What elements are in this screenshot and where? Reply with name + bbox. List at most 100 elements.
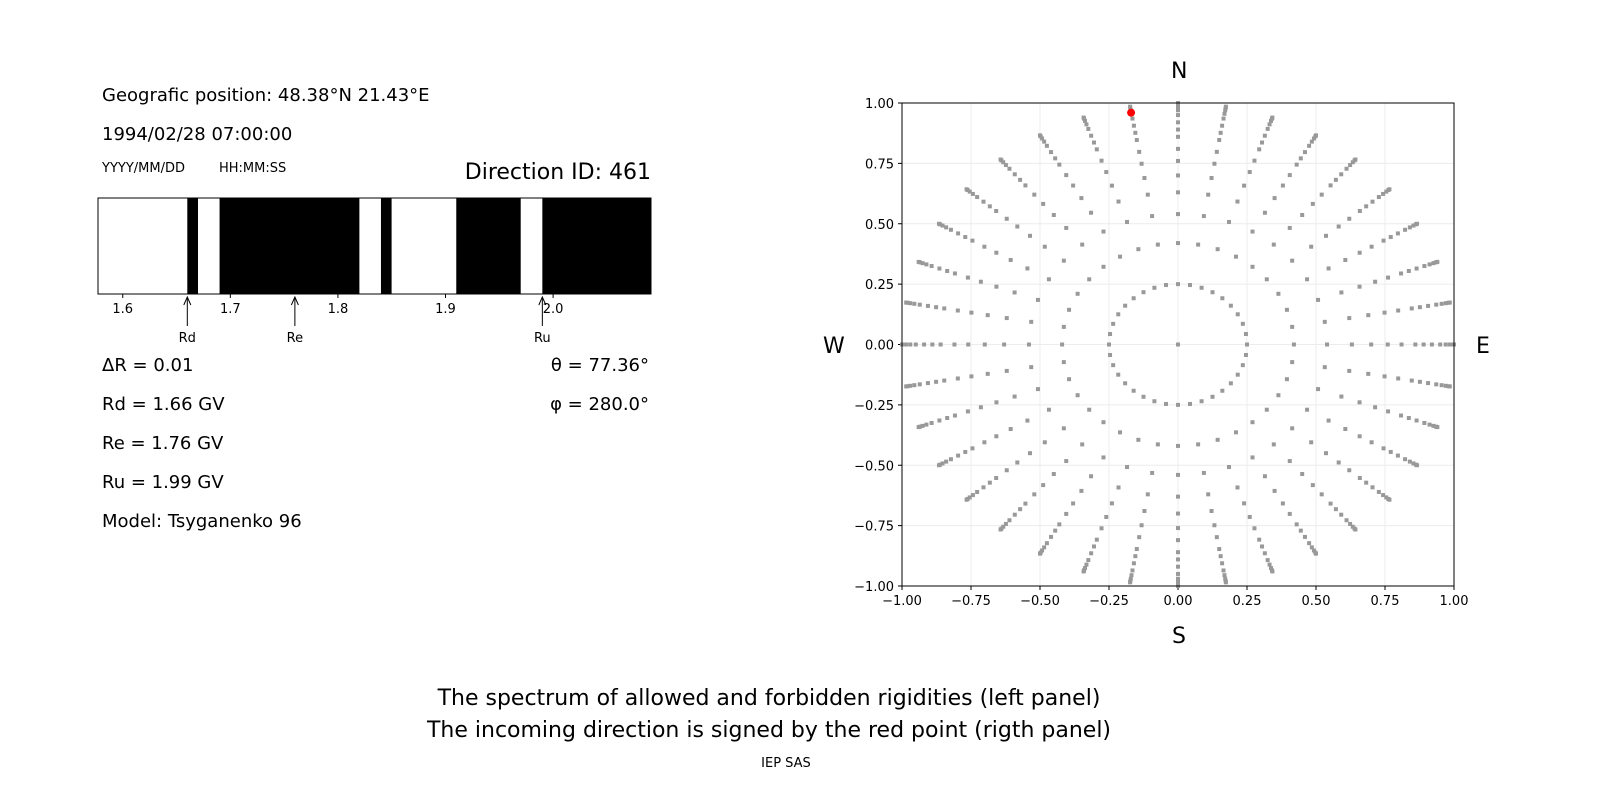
direction-point [1136,247,1141,252]
direction-point [945,416,950,421]
direction-point [978,405,983,410]
direction-point [1116,199,1121,204]
direction-point [920,261,925,266]
direction-point [1215,247,1220,252]
direction-point [1447,342,1452,347]
arrow-head-icon [538,295,547,306]
direction-point [1427,422,1432,427]
direction-point [1008,427,1013,432]
band-forbidden [219,198,360,294]
direction-point [1250,229,1255,234]
direction-point [1051,471,1056,476]
direction-point [994,476,999,481]
direction-point [1396,308,1401,313]
direction-point [1287,511,1292,516]
direction-point [1388,449,1393,454]
direction-point [1422,420,1427,425]
direction-point [1333,177,1338,182]
theta-value: θ = 77.36° [550,355,649,376]
direction-point [1002,342,1007,347]
direction-point [1240,363,1245,368]
direction-point [1101,229,1106,234]
direction-point [965,275,970,280]
direction-point [1333,507,1338,512]
direction-point [1075,291,1080,296]
direction-point [1029,319,1034,324]
band-allowed [359,198,381,294]
direction-point [1040,548,1045,553]
direction-point [1280,183,1285,188]
direction-point [1101,420,1106,425]
direction-point [1421,342,1426,347]
marker-label-Rd: Rd [179,331,196,346]
direction-point [1415,221,1420,226]
direction-point [1336,224,1341,229]
y-tick-label: 0.75 [865,157,894,172]
direction-point [1061,426,1066,431]
direction-point [1385,342,1390,347]
direction-point [1271,242,1276,247]
west-label: W [823,334,845,359]
direction-point [1101,455,1106,460]
incoming-direction-point [1127,108,1136,117]
direction-point [970,238,975,243]
direction-point [1381,446,1386,451]
direction-point [1107,342,1111,347]
direction-point [1116,485,1121,490]
direction-point [970,191,975,196]
direction-point [1094,147,1099,152]
direction-point [1235,199,1240,204]
y-tick-label: −0.50 [854,459,894,474]
direction-point [1038,133,1042,138]
direction-point [1434,382,1439,387]
direction-point [1201,214,1206,219]
direction-point [1300,213,1305,218]
direction-point [1042,244,1047,249]
direction-point [1287,459,1292,464]
direction-point [1443,301,1448,306]
direction-point [1215,437,1220,442]
direction-point [1101,264,1106,269]
direction-point [1091,140,1096,145]
direction-point [964,497,969,502]
direction-point [1145,192,1150,197]
direction-point [1260,140,1265,145]
direction-point [1287,173,1292,178]
direction-point [1004,368,1009,373]
direction-point [1364,480,1369,485]
direction-point [1243,332,1248,337]
direction-point [1228,381,1233,386]
direction-point [1042,139,1047,144]
y-tick-label: 1.00 [865,97,894,112]
direction-point [1294,162,1299,167]
direction-point [1164,283,1169,288]
direction-point [1199,399,1204,404]
direction-point [1086,126,1091,131]
credit: IEP SAS [761,756,811,771]
direction-point [1176,571,1180,576]
direction-point [1023,501,1028,506]
direction-point [1314,551,1318,556]
direction-point [948,227,953,232]
direction-point [1134,137,1139,142]
direction-point [1399,271,1404,276]
direction-point [994,400,999,405]
direction-point [1415,463,1420,468]
re-value: Re = 1.76 GV [102,433,224,454]
direction-point [1012,290,1017,295]
direction-point [1089,133,1094,138]
direction-point [982,244,987,249]
direction-point [1131,561,1136,566]
direction-point [1347,368,1352,373]
model-name: Model: Tsyganenko 96 [102,511,302,532]
direction-point [1218,554,1223,559]
direction-point [1290,426,1295,431]
direction-point [1040,136,1045,141]
direction-point [1222,573,1227,578]
marker-label-Ru: Ru [534,331,551,346]
direction-point [1137,149,1142,154]
direction-point [967,189,972,194]
direction-point [938,342,943,347]
direction-point [1323,451,1328,456]
x-tick-label: 2.0 [543,302,564,317]
